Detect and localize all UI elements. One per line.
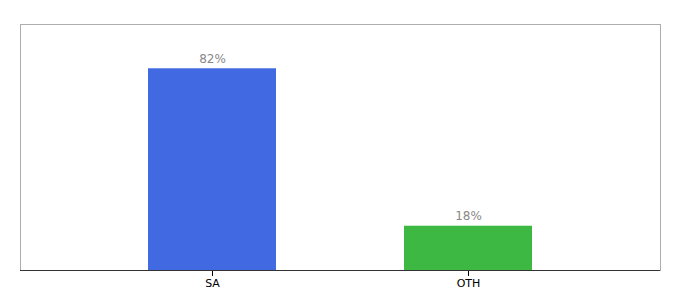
svg-text:82%: 82%	[199, 52, 226, 66]
svg-text:18%: 18%	[455, 209, 482, 223]
svg-text:OTH: OTH	[457, 277, 481, 290]
svg-text:SA: SA	[205, 277, 220, 290]
